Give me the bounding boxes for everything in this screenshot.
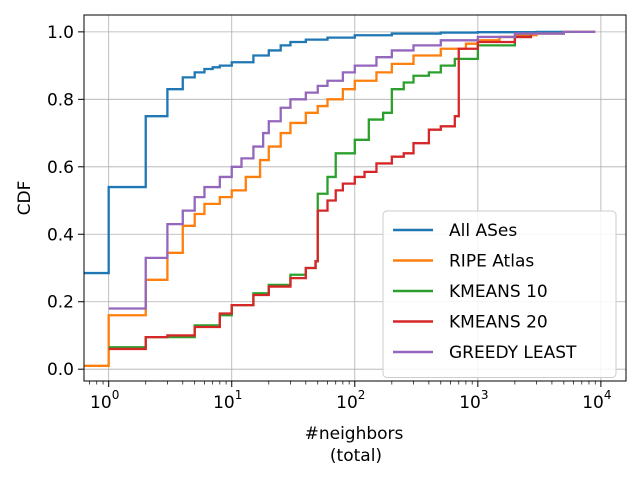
y-axis-ticks: 0.0 0.2 0.4 0.6 0.8 1.0 bbox=[47, 23, 84, 380]
x-tick-label: 104 bbox=[582, 388, 611, 413]
y-tick-label: 0.8 bbox=[47, 90, 74, 110]
y-tick-label: 0.4 bbox=[47, 225, 74, 245]
x-tick-label: 103 bbox=[459, 388, 488, 413]
legend-label-kmeans-10: KMEANS 10 bbox=[449, 282, 548, 302]
y-axis-label: CDF bbox=[15, 181, 35, 216]
legend-label-ripe-atlas: RIPE Atlas bbox=[449, 252, 534, 272]
legend-label-all-ases: All ASes bbox=[449, 221, 517, 241]
series-line-greedy-least bbox=[108, 30, 596, 310]
y-tick-label: 0.6 bbox=[47, 158, 74, 178]
series-lines bbox=[84, 30, 596, 367]
x-tick-label: 101 bbox=[213, 388, 242, 413]
x-axis-label: #neighbors bbox=[305, 424, 404, 444]
y-tick-label: 1.0 bbox=[47, 23, 74, 43]
legend-label-greedy-least: GREEDY LEAST bbox=[449, 343, 577, 363]
legend-box bbox=[382, 210, 617, 378]
x-axis-label-subtitle: (total) bbox=[330, 446, 382, 466]
x-tick-label: 102 bbox=[336, 388, 365, 413]
y-tick-label: 0.2 bbox=[47, 293, 74, 313]
series-line-kmeans-20 bbox=[108, 35, 533, 351]
x-tick-label: 100 bbox=[90, 388, 119, 413]
y-tick-label: 0.0 bbox=[47, 360, 74, 380]
series-line-all-ases bbox=[84, 30, 596, 275]
x-axis-ticks: 100 101 102 103 104 bbox=[89, 381, 612, 413]
legend: All ASes RIPE Atlas KMEANS 10 KMEANS 20 GREE… bbox=[382, 210, 617, 378]
grid-lines bbox=[84, 15, 626, 381]
legend-label-kmeans-20: KMEANS 20 bbox=[449, 313, 548, 333]
